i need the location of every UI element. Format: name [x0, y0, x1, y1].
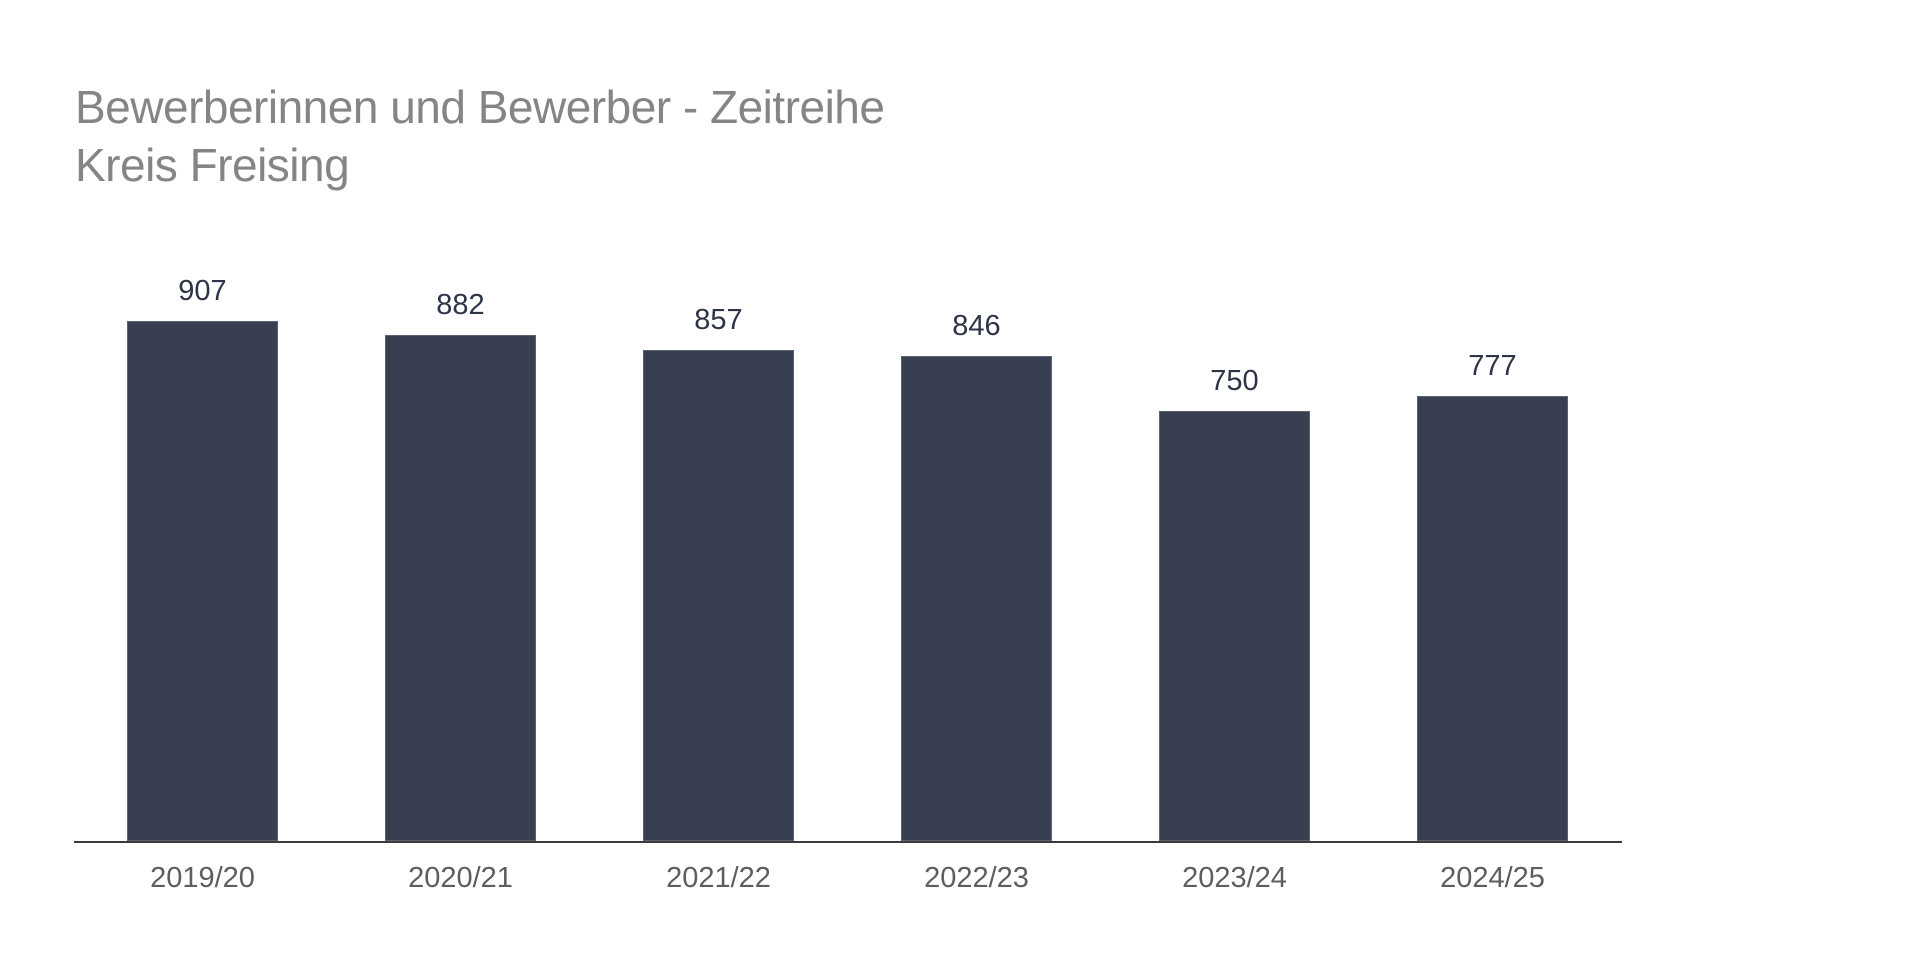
bar-value-label: 857: [694, 304, 743, 336]
chart-title: Bewerberinnen und Bewerber - Zeitreihe K…: [75, 78, 885, 194]
bar-2023-24: [1159, 411, 1310, 841]
bar-value-label: 750: [1210, 365, 1259, 397]
bar-value-label: 846: [952, 310, 1001, 342]
bar-2020-21: [385, 335, 536, 841]
x-tick-label: 2022/23: [924, 862, 1029, 894]
bar-2019-20: [127, 321, 278, 841]
x-tick-label: 2020/21: [408, 862, 513, 894]
bar-value-label: 882: [436, 289, 485, 321]
x-tick-label: 2024/25: [1440, 862, 1545, 894]
bar-value-label: 777: [1468, 350, 1517, 382]
x-tick-label: 2023/24: [1182, 862, 1287, 894]
bar-2021-22: [643, 350, 794, 841]
bar-2024-25: [1417, 396, 1568, 841]
bar-value-label: 907: [178, 275, 227, 307]
x-axis-line: [74, 841, 1622, 843]
bar-2022-23: [901, 356, 1052, 841]
chart-title-line1: Bewerberinnen und Bewerber - Zeitreihe: [75, 81, 885, 133]
x-tick-label: 2021/22: [666, 862, 771, 894]
chart-subtitle: Kreis Freising: [75, 139, 350, 191]
x-tick-label: 2019/20: [150, 862, 255, 894]
